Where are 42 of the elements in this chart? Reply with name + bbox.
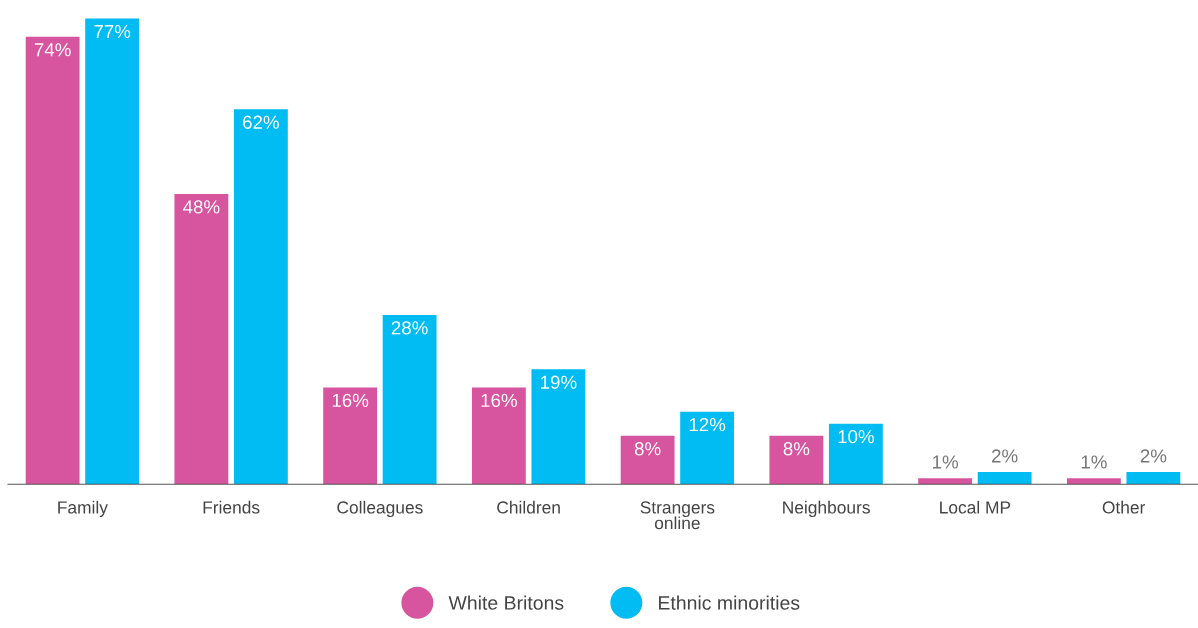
x-tick-label: Local MP [940, 500, 1011, 514]
data-label: 62% [243, 115, 279, 129]
x-tick-label: Strangers online [640, 501, 715, 530]
data-label: 8% [634, 442, 661, 456]
data-label: 8% [783, 442, 810, 456]
data-label: 1% [1081, 455, 1107, 469]
bar [1126, 472, 1181, 485]
data-label: 16% [332, 393, 369, 408]
bar [918, 478, 973, 485]
data-label: 48% [183, 200, 220, 214]
bar [85, 18, 140, 485]
x-tick-label: Children [497, 500, 560, 514]
x-tick-label: Family [58, 500, 108, 518]
data-label: 10% [838, 430, 874, 444]
bar [233, 109, 288, 485]
x-tick-label: Neighbours [783, 500, 870, 518]
bar [1066, 478, 1121, 485]
data-label: 28% [391, 321, 428, 335]
bar [769, 435, 824, 485]
bar [531, 369, 586, 485]
data-label: 16% [481, 393, 517, 408]
bar [174, 193, 229, 485]
bar [977, 472, 1032, 485]
x-tick-label: Other [1102, 500, 1146, 514]
bar [680, 411, 735, 485]
data-label: 74% [34, 43, 71, 57]
bar [382, 314, 437, 485]
data-label: 2% [1140, 449, 1167, 463]
bar [828, 423, 883, 485]
data-label: 77% [94, 25, 131, 39]
bar [471, 387, 526, 485]
legend-label: Ethnic minorities [659, 595, 800, 610]
data-label: 1% [933, 455, 959, 469]
x-tick-label: Colleagues [337, 500, 423, 518]
bar [323, 387, 378, 485]
data-label: 12% [689, 417, 726, 432]
x-tick-label: Friends [203, 500, 260, 514]
legend-label: White Britons [448, 595, 564, 610]
data-label: 19% [541, 375, 577, 389]
bar [25, 36, 80, 485]
data-label: 2% [992, 449, 1018, 463]
bar [620, 435, 675, 485]
